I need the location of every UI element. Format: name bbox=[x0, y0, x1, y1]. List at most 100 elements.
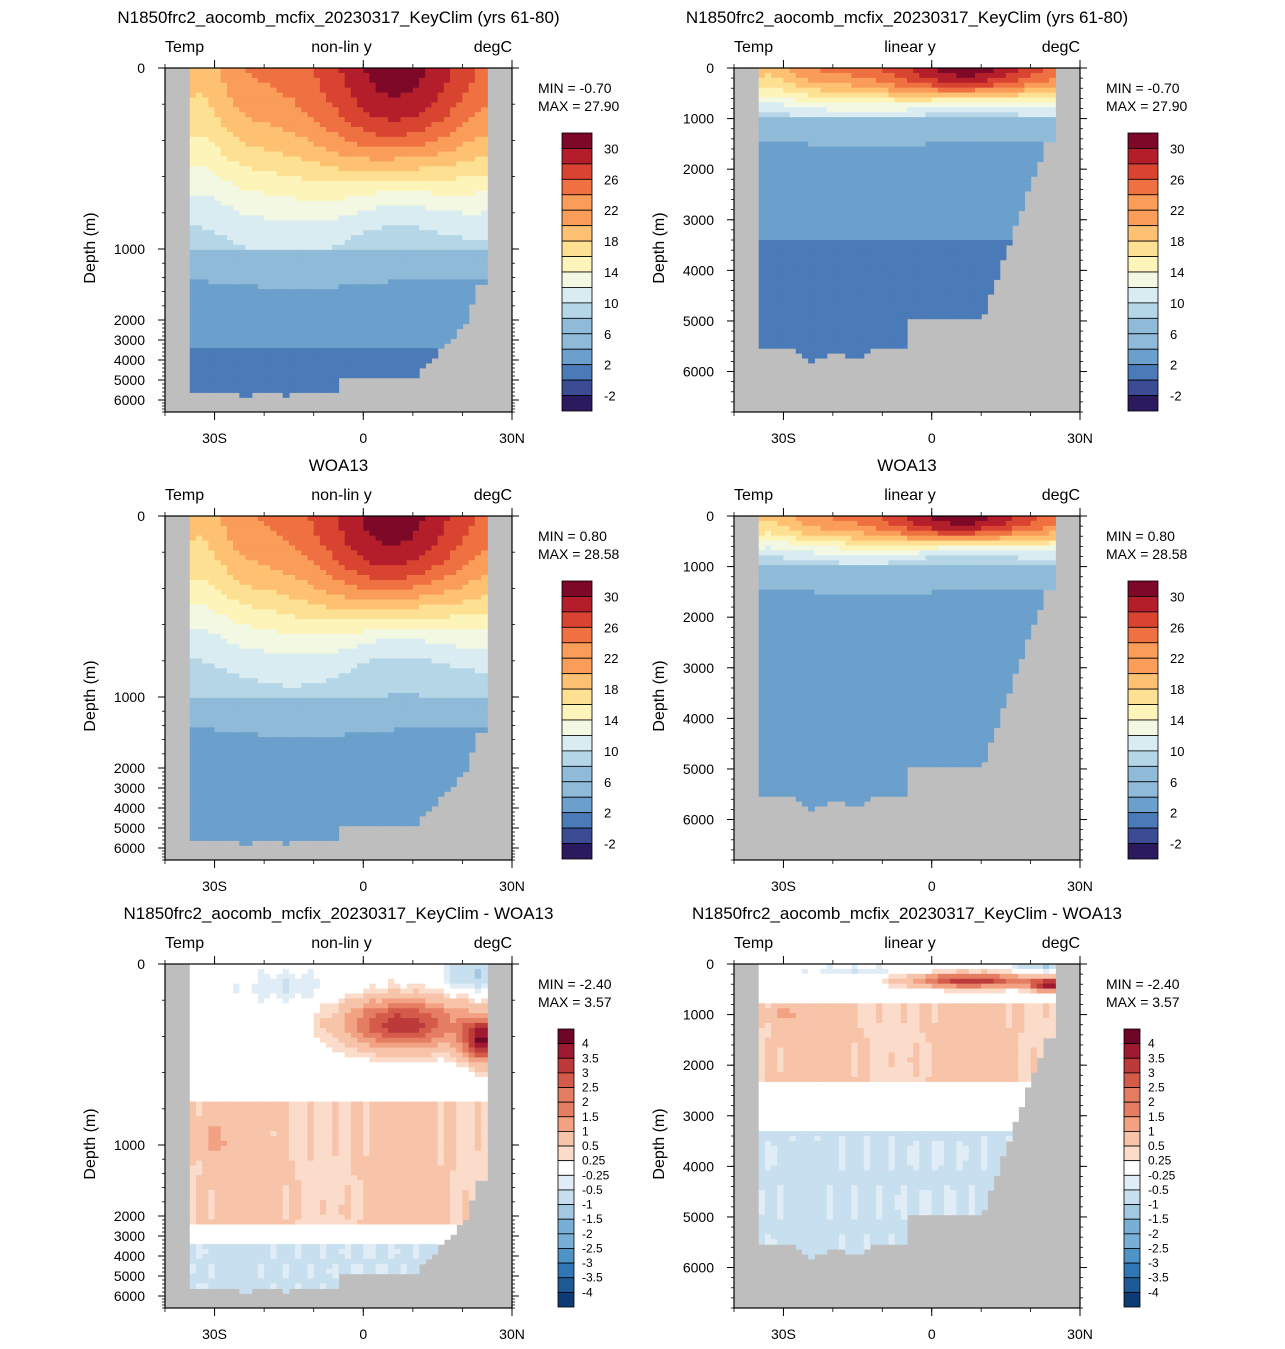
field-cell bbox=[900, 181, 908, 187]
field-cell bbox=[264, 377, 271, 384]
field-cell bbox=[388, 249, 395, 256]
field-cell bbox=[301, 328, 309, 334]
field-cell bbox=[456, 254, 464, 261]
units-label: degC bbox=[474, 39, 512, 56]
field-cell bbox=[295, 156, 302, 162]
field-cell bbox=[795, 77, 803, 84]
field-cell bbox=[338, 131, 346, 138]
field-cell bbox=[239, 107, 247, 113]
field-cell bbox=[288, 92, 296, 99]
field-cell bbox=[876, 254, 883, 261]
field-cell bbox=[443, 318, 451, 325]
field-cell bbox=[276, 166, 284, 172]
field-cell bbox=[394, 195, 402, 202]
field-cell bbox=[814, 122, 822, 128]
field-cell bbox=[431, 338, 439, 344]
field-cell bbox=[801, 338, 809, 344]
field-cell bbox=[826, 249, 834, 256]
field-cell bbox=[882, 151, 890, 158]
field-cell bbox=[344, 176, 352, 182]
field-cell bbox=[264, 136, 271, 143]
field-cell bbox=[468, 254, 476, 261]
field-cell bbox=[208, 107, 216, 113]
field-cell bbox=[357, 323, 364, 330]
field-cell bbox=[381, 215, 389, 221]
field-cell bbox=[301, 284, 309, 290]
field-cell bbox=[437, 68, 445, 74]
field-cell bbox=[758, 259, 766, 266]
field-cell bbox=[357, 82, 364, 89]
field-cell bbox=[900, 161, 908, 167]
field-cell bbox=[257, 156, 265, 162]
field-cell bbox=[301, 185, 309, 192]
field-cell bbox=[468, 289, 476, 295]
field-cell bbox=[369, 235, 377, 241]
field-cell bbox=[845, 190, 852, 197]
field-cell bbox=[363, 156, 371, 162]
field-cell bbox=[214, 235, 222, 241]
field-cell bbox=[771, 259, 778, 266]
field-cell bbox=[808, 205, 815, 212]
field-cell bbox=[239, 146, 247, 153]
field-cell bbox=[474, 225, 482, 231]
field-cell bbox=[950, 161, 958, 167]
field-cell bbox=[288, 367, 296, 374]
field-cell bbox=[474, 279, 482, 285]
field-cell bbox=[777, 161, 785, 167]
field-cell bbox=[326, 303, 333, 310]
field-cell bbox=[239, 190, 247, 197]
field-cell bbox=[808, 328, 815, 334]
field-cell bbox=[474, 244, 482, 251]
field-cell bbox=[764, 294, 772, 300]
field-cell bbox=[357, 254, 364, 261]
field-cell bbox=[814, 215, 822, 221]
field-cell bbox=[313, 176, 321, 182]
field-cell bbox=[251, 298, 259, 305]
field-cell bbox=[431, 171, 439, 177]
field-cell bbox=[257, 362, 265, 369]
field-cell bbox=[369, 353, 377, 359]
field-cell bbox=[771, 77, 778, 84]
field-cell bbox=[319, 357, 327, 364]
field-cell bbox=[319, 181, 327, 187]
field-cell bbox=[381, 259, 389, 266]
field-cell bbox=[363, 107, 371, 113]
field-cell bbox=[919, 264, 927, 271]
field-cell bbox=[456, 146, 464, 153]
field-cell bbox=[431, 136, 439, 143]
field-cell bbox=[801, 146, 809, 153]
field-cell bbox=[195, 279, 203, 285]
field-cell bbox=[876, 77, 883, 84]
field-cell bbox=[264, 190, 271, 197]
field-cell bbox=[913, 298, 920, 305]
field-cell bbox=[431, 107, 439, 113]
field-cell bbox=[245, 274, 253, 280]
x-tick-label: 0 bbox=[359, 430, 367, 446]
field-cell bbox=[789, 308, 797, 315]
field-cell bbox=[937, 92, 945, 99]
field-cell bbox=[783, 343, 791, 349]
field-cell bbox=[845, 87, 852, 94]
field-cell bbox=[226, 220, 234, 226]
field-cell bbox=[264, 298, 271, 305]
field-cell bbox=[876, 200, 883, 207]
field-cell bbox=[419, 220, 426, 226]
field-cell bbox=[795, 274, 803, 280]
field-cell bbox=[270, 254, 278, 261]
field-cell bbox=[456, 77, 464, 84]
field-cell bbox=[845, 298, 852, 305]
field-cell bbox=[456, 215, 464, 221]
field-cell bbox=[295, 166, 302, 172]
field-cell bbox=[795, 171, 803, 177]
field-cell bbox=[264, 225, 271, 231]
field-cell bbox=[950, 92, 958, 99]
field-cell bbox=[369, 308, 377, 315]
field-cell bbox=[288, 126, 296, 133]
field-cell bbox=[381, 298, 389, 305]
field-cell bbox=[419, 303, 426, 310]
field-cell bbox=[307, 279, 315, 285]
field-cell bbox=[425, 97, 433, 103]
field-cell bbox=[857, 156, 865, 162]
field-cell bbox=[295, 215, 302, 221]
field-cell bbox=[400, 249, 408, 256]
